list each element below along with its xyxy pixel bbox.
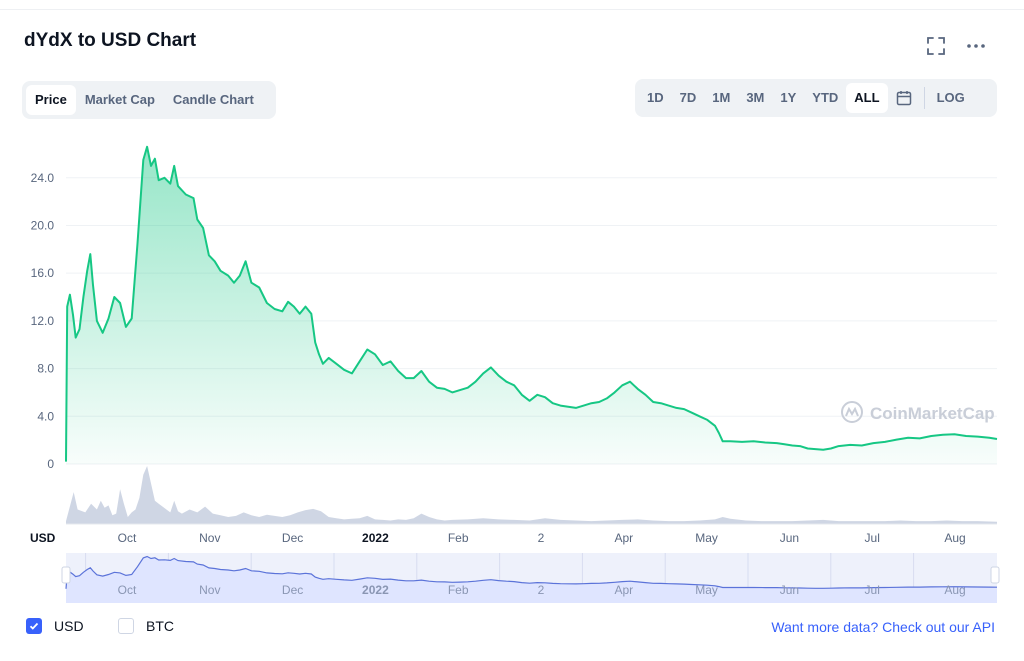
x-tick-label: Dec (282, 531, 303, 545)
x-tick-label: 2022 (362, 531, 389, 545)
x-tick-label: Oct (118, 531, 137, 545)
currency-axis-label: USD (30, 531, 56, 545)
navigator-line (65, 555, 998, 589)
navigator-label: Nov (199, 583, 220, 597)
y-tick-label: 24.0 (31, 171, 55, 185)
range-1y[interactable]: 1Y (780, 90, 797, 105)
navigator-labels: Oct Nov Dec 2022 Feb 2 Apr May Jun Jul Aug (118, 583, 966, 597)
y-tick-label: 0 (47, 457, 54, 471)
tab-candle-chart[interactable]: Candle Chart (172, 92, 254, 107)
navigator-label: Oct (118, 583, 137, 597)
x-tick-label: Aug (944, 531, 965, 545)
chart-type-tabs: Price Market Cap Candle Chart (22, 81, 276, 119)
navigator-label: Jul (865, 583, 880, 597)
navigator-area (66, 556, 997, 603)
range-navigator[interactable]: Oct Nov Dec 2022 Feb 2 Apr May Jun Jul Aug (61, 553, 1000, 603)
tab-price[interactable]: Price (26, 85, 76, 115)
x-tick-label: Apr (614, 531, 633, 545)
volume-area (66, 466, 997, 524)
navigator-label: 2022 (362, 583, 389, 597)
coinmarketcap-logo-icon (841, 401, 863, 423)
more-horizontal-icon[interactable] (964, 34, 988, 58)
tab-market-cap[interactable]: Market Cap (84, 92, 155, 107)
legend-usd[interactable]: USD (26, 618, 84, 634)
btc-checkbox[interactable] (118, 618, 134, 634)
y-tick-label: 4.0 (37, 409, 54, 423)
navigator-label: Jun (780, 583, 799, 597)
y-tick-label: 8.0 (37, 362, 54, 376)
api-promo-prefix: Want more data? (771, 619, 879, 635)
navigator-label: 2 (538, 583, 545, 597)
price-area (66, 146, 997, 465)
x-tick-label: Nov (199, 531, 220, 545)
x-tick-label: 2 (538, 531, 545, 545)
usd-label: USD (54, 618, 84, 634)
fullscreen-icon[interactable] (924, 34, 948, 58)
x-tick-label: Jun (780, 531, 799, 545)
x-axis-ticks: Oct Nov Dec 2022 Feb 2 Apr May Jun Jul Aug (118, 531, 966, 545)
price-chart[interactable]: 0 4.0 8.0 12.0 16.0 20.0 24.0 CoinMarketCap US… (0, 120, 1024, 610)
range-ytd[interactable]: YTD (812, 90, 839, 105)
calendar-button[interactable] (888, 83, 920, 113)
navigator-right-handle[interactable] (990, 566, 1000, 584)
navigator-label: Dec (282, 583, 303, 597)
top-divider (0, 9, 1024, 10)
range-7d[interactable]: 7D (679, 90, 697, 105)
range-separator (923, 87, 925, 109)
usd-checkbox[interactable] (26, 618, 42, 634)
y-tick-label: 16.0 (31, 266, 55, 280)
range-1m[interactable]: 1M (712, 90, 731, 105)
btc-label: BTC (146, 618, 174, 634)
x-tick-label: Jul (865, 531, 880, 545)
range-1d[interactable]: 1D (647, 90, 664, 105)
api-promo: Want more data? Check out our API (771, 619, 995, 635)
calendar-icon (896, 91, 911, 106)
log-toggle[interactable]: LOG (936, 90, 965, 105)
y-axis-ticks: 0 4.0 8.0 12.0 16.0 20.0 24.0 (31, 171, 55, 471)
y-tick-label: 20.0 (31, 218, 55, 232)
navigator-left-handle[interactable] (61, 566, 71, 584)
range-all[interactable]: ALL (846, 83, 888, 113)
watermark: CoinMarketCap (841, 401, 995, 423)
check-icon (29, 622, 39, 630)
range-3m[interactable]: 3M (746, 90, 765, 105)
navigator-label: Feb (448, 583, 469, 597)
y-tick-label: 12.0 (31, 314, 55, 328)
navigator-label: Aug (944, 583, 965, 597)
navigator-label: May (695, 583, 718, 597)
watermark-text: CoinMarketCap (870, 404, 995, 423)
x-tick-label: Feb (448, 531, 469, 545)
legend-btc[interactable]: BTC (118, 618, 174, 634)
api-link[interactable]: Check out our API (882, 619, 995, 635)
price-line (65, 145, 998, 462)
chart-title: dYdX to USD Chart (24, 30, 197, 51)
time-range-tabs: 1D 7D 1M 3M 1Y YTD ALL LOG (635, 79, 997, 117)
navigator-label: Apr (614, 583, 633, 597)
x-tick-label: May (695, 531, 718, 545)
